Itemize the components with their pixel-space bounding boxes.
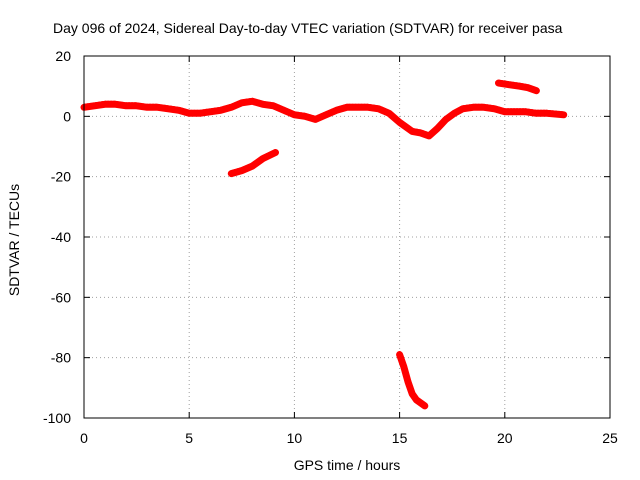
series-marks-segment-7-9h: [229, 149, 277, 174]
series-marks-main-trace: [82, 97, 566, 136]
x-tick-label: 10: [287, 430, 303, 446]
series-marks-segment-15-16h: [398, 351, 427, 406]
y-tick-label: 0: [63, 108, 71, 124]
x-tick-label: 5: [185, 430, 193, 446]
x-tick-label: 0: [80, 430, 88, 446]
y-tick-label: -100: [43, 410, 71, 426]
x-tick-label: 15: [392, 430, 408, 446]
x-axis-label: GPS time / hours: [294, 457, 401, 473]
y-axis-label: SDTVAR / TECUs: [6, 184, 22, 296]
series-line-segment-7-9h: [227, 149, 279, 178]
x-tick-label: 20: [497, 430, 513, 446]
y-tick-label: -40: [51, 229, 71, 245]
x-tick-label: 25: [602, 430, 618, 446]
y-tick-label: -60: [51, 289, 71, 305]
series-marks-segment-19.7-21.5h: [497, 79, 538, 91]
chart-title: Day 096 of 2024, Sidereal Day-to-day VTE…: [53, 20, 563, 36]
series-layer: [80, 79, 568, 410]
y-tick-label: 20: [55, 48, 71, 64]
y-tick-label: -80: [51, 350, 71, 366]
series-line-segment-19.7-21.5h: [495, 79, 540, 95]
tick-labels: 0 5 10 15 20 25 20 0 -20 -40 -60 -80 -100: [43, 48, 618, 446]
y-tick-label: -20: [51, 169, 71, 185]
ticks: [83, 55, 611, 419]
series-line-main-trace: [80, 97, 568, 140]
